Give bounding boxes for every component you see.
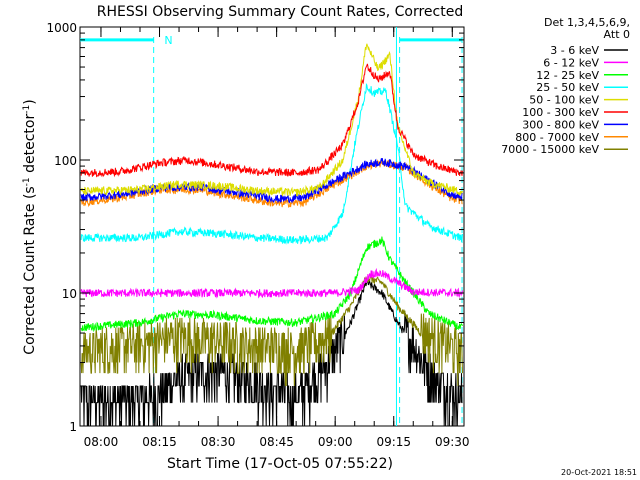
y-label-sup1: -1 [22,177,32,186]
y-tick-label: 10 [62,287,77,301]
y-label-part3: ) [22,99,38,104]
series-line-8 [80,275,463,387]
y-label-sup2: -1 [22,105,32,114]
series-line-5 [80,63,463,178]
legend-label: 7000 - 15000 keV [501,143,599,156]
footer-timestamp: 20-Oct-2021 18:51 [561,468,637,477]
legend-label: 100 - 300 keV [522,106,599,119]
y-tick-label: 1 [69,420,77,434]
legend-label: 50 - 100 keV [529,94,599,107]
legend-label: 25 - 50 keV [536,81,599,94]
x-tick-label: 08:15 [142,435,177,449]
y-tick-label: 100 [54,154,77,168]
series-line-2 [80,236,463,333]
series-line-3 [80,82,463,245]
y-label-part2: detector [22,114,38,178]
y-axis-label: Corrected Count Rate (s-1 detector-1) [22,99,38,354]
x-tick-label: 08:45 [259,435,294,449]
legend-label: 800 - 7000 keV [515,131,599,144]
series-line-4 [80,43,463,197]
annotation-n: N [164,34,172,47]
x-axis: 08:00 08:15 08:30 08:45 09:00 09:15 09:30 [84,27,470,449]
y-label-part1: Corrected Count Rate (s [22,186,38,354]
legend-label: 12 - 25 keV [536,69,599,82]
x-tick-label: 08:30 [201,435,236,449]
y-axis: 1 10 100 1000 [46,21,464,434]
series-line-6 [80,158,463,204]
y-tick-label: 1000 [46,21,77,35]
legend-header-2: Att 0 [604,28,630,41]
series-line-1 [80,267,463,299]
chart-title: RHESSI Observing Summary Count Rates, Co… [97,4,463,20]
x-axis-label: Start Time (17-Oct-05 07:55:22) [167,456,393,472]
series-layer [80,43,463,427]
series-line-0 [80,279,463,427]
vertical-markers [153,27,463,426]
legend-label: 6 - 12 keV [543,56,599,69]
x-tick-label: 09:00 [318,435,353,449]
legend-header-1: Det 1,3,4,5,6,9, [544,16,630,29]
legend-label: 300 - 800 keV [522,118,599,131]
x-tick-label: 09:30 [435,435,470,449]
plot-frame [79,26,465,427]
x-tick-label: 09:15 [376,435,411,449]
legend-label: 3 - 6 keV [550,44,599,57]
x-tick-label: 08:00 [84,435,119,449]
